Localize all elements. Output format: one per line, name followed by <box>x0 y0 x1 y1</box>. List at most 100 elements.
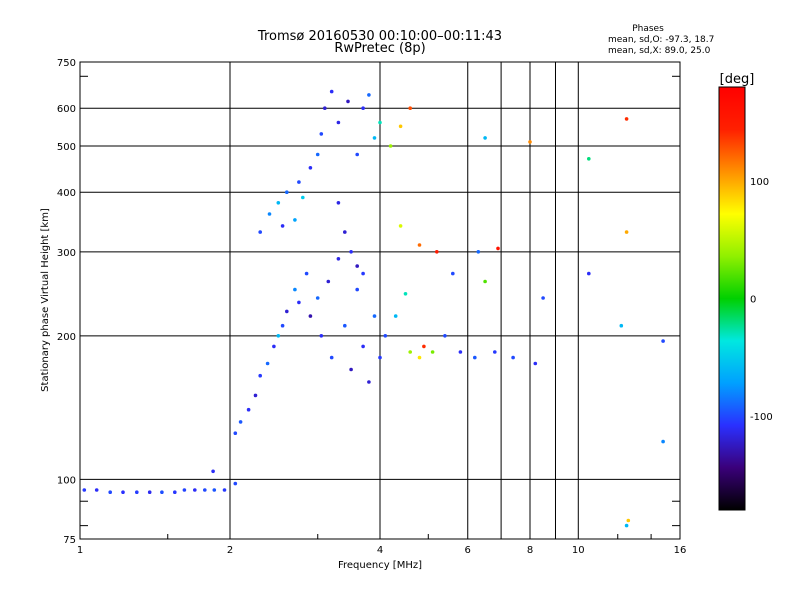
echo-point <box>417 355 422 360</box>
echo-point <box>367 93 371 97</box>
echo-point <box>403 292 408 296</box>
colorbar-label: [deg] <box>720 72 755 87</box>
echo-point <box>293 218 297 222</box>
colorbar-gradient <box>718 86 746 511</box>
echo-point <box>82 488 87 492</box>
echo-point <box>315 152 320 157</box>
echo-point <box>493 350 497 354</box>
y-tick-label: 600 <box>57 104 76 115</box>
y-axis-label: Stationary phase Virtual Height [km] <box>40 208 51 392</box>
echo-point <box>336 120 341 125</box>
echo-point <box>308 314 313 318</box>
echo-point <box>626 518 631 523</box>
echo-point <box>253 393 258 398</box>
echo-point <box>346 99 350 104</box>
echo-point <box>343 323 347 328</box>
echo-point <box>349 250 353 254</box>
echo-point <box>280 323 285 328</box>
colorbar-tick-label: 100 <box>750 177 769 188</box>
echo-point <box>258 373 263 378</box>
echo-point <box>301 195 305 200</box>
echo-point <box>355 264 360 268</box>
echo-point <box>276 201 281 205</box>
x-tick-label: 2 <box>227 545 233 556</box>
echo-point <box>121 490 125 495</box>
echo-point <box>533 361 538 366</box>
colorbar-tick-label: 0 <box>750 295 756 306</box>
echo-point <box>435 250 439 254</box>
x-axis: 1 2 4 6 8 10 16 <box>77 534 687 556</box>
echo-point <box>315 296 320 300</box>
echo-point <box>661 439 665 444</box>
echo-point <box>511 355 515 360</box>
echo-point <box>430 350 435 354</box>
chart-subtitle: RwPretec (8p) <box>334 41 425 56</box>
echo-point <box>355 287 360 292</box>
echo-point <box>193 488 197 492</box>
echo-point <box>173 490 177 495</box>
echo-point <box>355 152 360 157</box>
echo-point <box>378 120 382 125</box>
stats-heading: Phases <box>632 24 664 34</box>
y-tick-label: 400 <box>57 188 76 199</box>
echo-point <box>372 136 377 140</box>
echo-point <box>272 344 276 349</box>
echo-point <box>329 355 334 360</box>
echo-point <box>541 296 545 300</box>
x-tick-label: 16 <box>674 545 687 556</box>
grid-lines <box>80 62 680 539</box>
echo-point <box>661 339 665 343</box>
echo-point <box>458 350 463 354</box>
echo-point <box>367 380 371 384</box>
x-tick-label: 4 <box>377 545 383 556</box>
echo-point <box>443 334 447 338</box>
echo-point <box>624 523 629 528</box>
echo-point <box>308 166 313 170</box>
echo-point <box>383 334 388 338</box>
echo-point <box>361 106 365 110</box>
x-axis-label: Frequency [MHz] <box>338 560 422 571</box>
y-tick-label: 500 <box>57 142 76 153</box>
echo-point <box>147 490 152 495</box>
echo-point <box>319 334 324 338</box>
echo-point <box>483 279 487 284</box>
y-axis: 75 100 200 300 400 500 600 750 <box>57 58 680 546</box>
echo-point <box>398 124 403 129</box>
echo-point <box>323 106 327 110</box>
echo-point <box>378 355 382 360</box>
echo-point <box>94 488 99 492</box>
stats-line-x: mean, sd,X: 89.0, 25.0 <box>608 46 711 56</box>
echo-point <box>182 488 187 492</box>
echo-point <box>476 250 481 254</box>
echo-point <box>329 89 334 94</box>
echo-point <box>422 344 426 349</box>
x-tick-label: 6 <box>465 545 471 556</box>
echo-point <box>326 279 331 284</box>
echo-point <box>246 407 251 412</box>
echo-point <box>285 190 289 194</box>
echo-point <box>135 490 139 495</box>
echo-point <box>233 431 238 436</box>
echo-point <box>388 144 393 148</box>
echo-point <box>361 271 365 276</box>
y-tick-label: 300 <box>57 248 76 259</box>
echo-point <box>361 344 365 349</box>
echo-point <box>393 314 398 318</box>
echo-point <box>408 106 413 110</box>
y-tick-label: 100 <box>57 475 76 486</box>
echo-point <box>624 230 629 234</box>
echo-point <box>211 469 215 474</box>
echo-point <box>222 488 227 492</box>
echo-point <box>319 132 324 136</box>
echo-point <box>285 309 289 314</box>
echo-point <box>624 117 629 121</box>
chart-title: Tromsø 20160530 00:10:00–00:11:43 <box>257 29 502 44</box>
echo-point <box>349 367 353 372</box>
echo-point <box>528 140 532 144</box>
echo-point <box>238 420 243 424</box>
echo-point <box>372 314 377 318</box>
x-tick-label: 8 <box>527 545 533 556</box>
echo-points <box>82 89 665 528</box>
y-tick-label: 750 <box>57 58 76 69</box>
echo-point <box>343 230 347 234</box>
